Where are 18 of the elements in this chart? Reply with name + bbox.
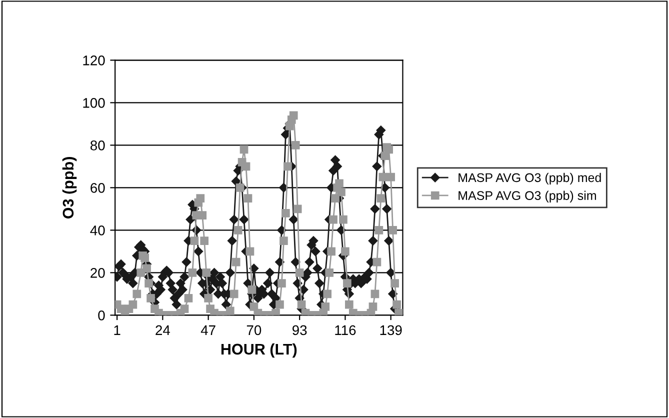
legend-label: MASP AVG O3 (ppb) med	[458, 172, 601, 185]
x-axis-title: HOUR (LT)	[221, 343, 297, 358]
y-tick-label: 120	[83, 56, 105, 66]
x-tick-label: 116	[335, 325, 356, 336]
x-tick-label: 139	[380, 325, 402, 336]
y-tick-label: 100	[83, 98, 105, 108]
x-tick-label: 47	[200, 325, 216, 335]
x-tick-label: 70	[246, 325, 262, 336]
y-tick-label: 20	[90, 268, 105, 278]
y-tick-label: 40	[90, 226, 105, 236]
x-tick-label: 24	[156, 325, 170, 335]
legend-label: MASP AVG O3 (ppb) sim	[458, 190, 596, 202]
y-tick-label: 0	[98, 310, 105, 320]
y-axis-title: O3 (ppb)	[62, 157, 77, 218]
y-tick-label: 60	[90, 183, 105, 193]
x-tick-label: 1	[114, 325, 120, 335]
y-tick-label: 80	[90, 140, 105, 150]
x-tick-label: 93	[292, 325, 307, 336]
